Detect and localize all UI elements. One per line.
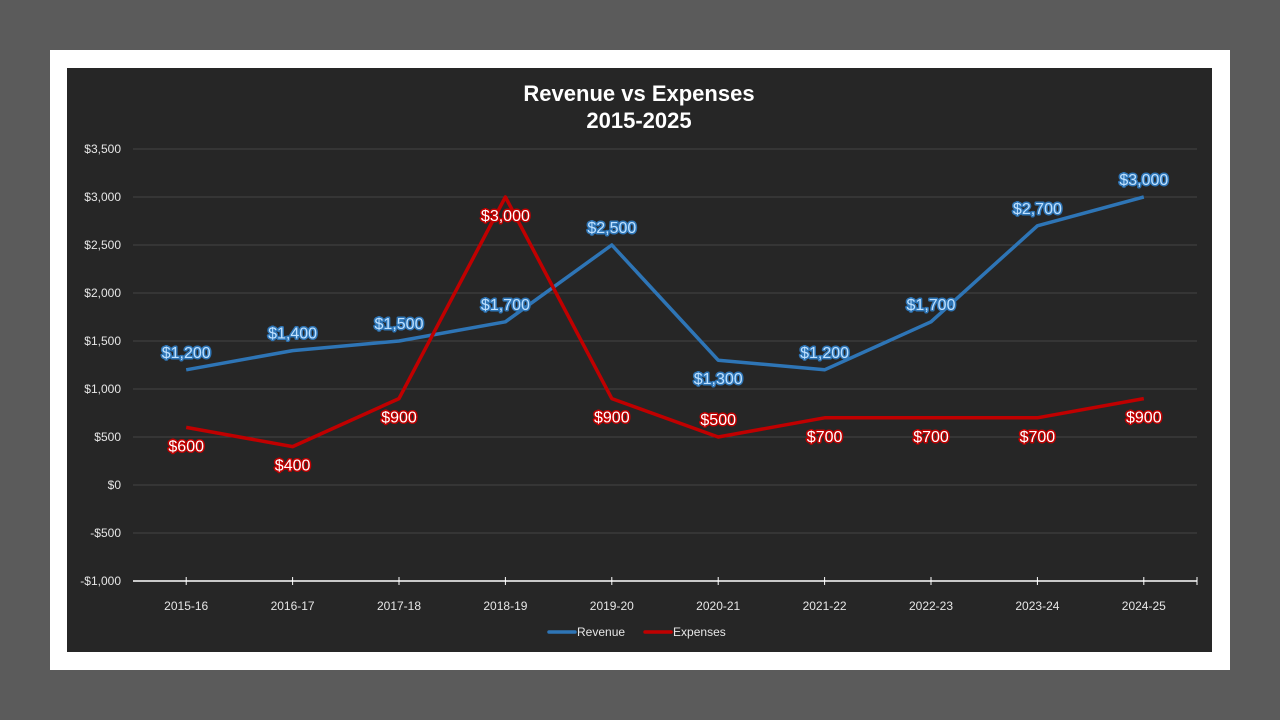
- data-label-revenue: $2,700: [1013, 201, 1062, 218]
- x-tick-label: 2023-24: [1015, 599, 1059, 613]
- y-tick-label: $3,000: [84, 190, 121, 204]
- x-tick-label: 2019-20: [590, 599, 634, 613]
- x-tick-label: 2016-17: [271, 599, 315, 613]
- x-tick-label: 2015-16: [164, 599, 208, 613]
- data-label-revenue: $1,500: [375, 316, 424, 333]
- data-label-expenses: $900: [381, 410, 417, 427]
- chart-title-line-2: 2015-2025: [586, 108, 691, 133]
- y-tick-label: $2,000: [84, 286, 121, 300]
- data-label-expenses: $3,000: [481, 208, 530, 225]
- data-label-expenses: $400: [275, 458, 311, 475]
- legend-label: Revenue: [577, 625, 625, 639]
- y-tick-label: -$500: [90, 526, 121, 540]
- y-tick-label: $0: [108, 478, 122, 492]
- y-tick-label: $2,500: [84, 238, 121, 252]
- series-line-revenue: [185, 195, 1145, 372]
- chart-title-line-1: Revenue vs Expenses: [523, 81, 754, 106]
- data-label-revenue: $1,400: [268, 326, 317, 343]
- line-chart: Revenue vs Expenses 2015-2025 -$1,000 -$5…: [80, 81, 1198, 639]
- series-line-expenses: [185, 195, 1145, 449]
- data-label-expenses: $700: [807, 429, 843, 446]
- data-label-expenses: $900: [594, 410, 630, 427]
- data-label-revenue: $1,700: [481, 297, 530, 314]
- chart-area: Revenue vs Expenses 2015-2025 -$1,000 -$5…: [67, 68, 1212, 652]
- y-tick-label: $1,500: [84, 334, 121, 348]
- data-label-revenue: $1,200: [800, 345, 849, 362]
- legend-item-revenue: Revenue: [547, 625, 625, 639]
- y-tick-label: $1,000: [84, 382, 121, 396]
- legend-item-expenses: Expenses: [643, 625, 726, 639]
- data-label-revenue: $1,700: [907, 297, 956, 314]
- data-label-revenue: $2,500: [587, 220, 636, 237]
- data-label-revenue: $3,000: [1119, 172, 1168, 189]
- data-label-expenses: $700: [1020, 429, 1056, 446]
- y-tick-label: $500: [94, 430, 121, 444]
- data-label-expenses: $700: [913, 429, 949, 446]
- data-label-expenses: $900: [1126, 410, 1162, 427]
- data-label-revenue: $1,300: [694, 371, 743, 388]
- x-tick-label: 2017-18: [377, 599, 421, 613]
- x-tick-label: 2024-25: [1122, 599, 1166, 613]
- x-tick-label: 2022-23: [909, 599, 953, 613]
- data-label-revenue: $1,200: [162, 345, 211, 362]
- x-tick-label: 2021-22: [803, 599, 847, 613]
- data-label-expenses: $500: [700, 412, 736, 429]
- x-tick-label: 2018-19: [483, 599, 527, 613]
- x-tick-label: 2020-21: [696, 599, 740, 613]
- y-tick-label: -$1,000: [80, 574, 121, 588]
- legend-label: Expenses: [673, 625, 726, 639]
- data-label-expenses: $600: [168, 438, 204, 455]
- y-tick-label: $3,500: [84, 142, 121, 156]
